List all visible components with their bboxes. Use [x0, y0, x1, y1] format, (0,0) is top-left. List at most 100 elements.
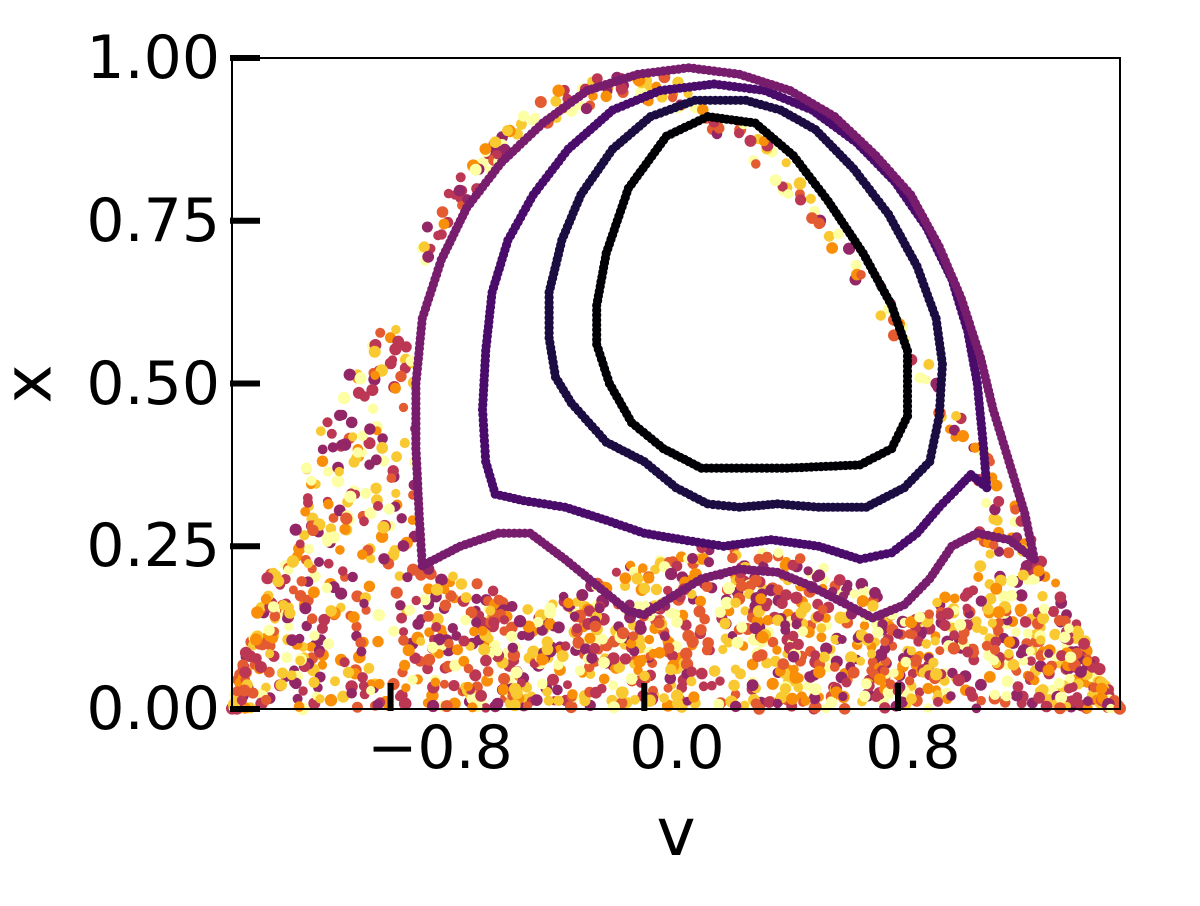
chaotic-sea-point — [693, 605, 706, 618]
chaotic-sea-point — [793, 177, 807, 190]
chaotic-sea-point — [800, 695, 811, 706]
chaotic-sea-point — [746, 679, 759, 692]
chaotic-sea-point — [317, 444, 328, 455]
chaotic-sea-point — [1001, 675, 1014, 688]
chaotic-sea-point — [665, 567, 678, 581]
chaotic-sea-point — [992, 515, 1003, 526]
chaotic-sea-point — [773, 547, 784, 558]
chaotic-sea-point — [1082, 656, 1092, 667]
chaotic-sea-point — [506, 630, 518, 643]
chaotic-sea-point — [300, 506, 311, 517]
chaotic-sea-point — [731, 636, 744, 649]
chaotic-sea-point — [583, 605, 595, 617]
chaotic-sea-point — [879, 666, 890, 676]
chaotic-sea-point — [303, 559, 313, 569]
chaotic-sea-point — [626, 638, 637, 649]
chaotic-sea-point — [816, 632, 827, 643]
chaotic-sea-point — [469, 626, 479, 637]
y-tick-label-2: 0.50 — [86, 349, 220, 419]
chaotic-sea-point — [922, 682, 934, 695]
chaotic-sea-point — [510, 687, 523, 700]
chaotic-sea-point — [299, 530, 310, 541]
chaotic-sea-point — [749, 574, 762, 587]
chaotic-sea-point — [360, 487, 372, 499]
chaotic-sea-point — [298, 686, 308, 696]
chaotic-sea-point — [553, 695, 563, 706]
chaotic-sea-point — [728, 679, 740, 692]
y-tick-label-4: 1.00 — [86, 23, 220, 93]
chaotic-sea-point — [790, 591, 803, 604]
chaotic-sea-point — [789, 671, 802, 684]
chaotic-sea-point — [615, 686, 629, 699]
chaotic-sea-point — [396, 612, 407, 624]
y-axis-label: x — [0, 364, 67, 403]
chaotic-sea-point — [668, 93, 678, 103]
chaotic-sea-point — [795, 194, 807, 206]
chaotic-sea-point — [337, 690, 350, 703]
orbit-point-2 — [480, 451, 490, 461]
chaotic-sea-point — [1033, 691, 1046, 704]
chaotic-sea-point — [391, 451, 402, 463]
chaotic-sea-point — [611, 567, 622, 577]
chaotic-sea-point — [543, 695, 554, 706]
chaotic-sea-point — [1048, 606, 1059, 617]
chaotic-sea-point — [990, 479, 1003, 492]
chaotic-sea-point — [889, 668, 899, 678]
chaotic-sea-point — [752, 651, 764, 663]
chaotic-sea-point — [375, 327, 386, 338]
chaotic-sea-point — [308, 676, 320, 688]
chaotic-sea-point — [749, 622, 762, 635]
chaotic-sea-point — [809, 700, 822, 714]
chaotic-sea-point — [594, 603, 605, 614]
chaotic-sea-point — [787, 630, 799, 642]
chaotic-sea-point — [682, 629, 695, 643]
chaotic-sea-point — [597, 633, 608, 645]
chaotic-sea-point — [448, 571, 458, 582]
chaotic-sea-point — [805, 193, 816, 204]
chaotic-sea-point — [430, 677, 441, 687]
chaotic-sea-point — [698, 681, 709, 692]
y-tick-label-3: 0.75 — [86, 186, 220, 256]
chaotic-sea-point — [663, 683, 673, 693]
axis-ticks — [230, 55, 901, 712]
chaotic-sea-point — [974, 560, 987, 572]
chaotic-sea-point — [639, 670, 650, 682]
chaotic-sea-point — [1020, 616, 1032, 628]
chaotic-sea-point — [992, 606, 1005, 619]
chaotic-sea-point — [797, 626, 809, 637]
chaotic-sea-point — [1006, 574, 1019, 588]
chaotic-sea-point — [653, 647, 666, 659]
chaotic-sea-point — [391, 324, 401, 335]
chaotic-sea-point — [935, 610, 946, 622]
chaotic-sea-point — [845, 651, 858, 664]
chaotic-sea-point — [440, 700, 453, 713]
chaotic-sea-point — [933, 696, 943, 707]
chaotic-sea-point — [392, 335, 405, 348]
chaotic-sea-point — [254, 661, 267, 673]
chaotic-sea-point — [803, 566, 813, 576]
chaotic-sea-point — [469, 163, 482, 176]
chaotic-sea-point — [1026, 656, 1036, 666]
chaotic-sea-point — [842, 579, 853, 590]
chaotic-sea-point — [344, 490, 357, 503]
chaotic-sea-point — [422, 663, 433, 675]
chaotic-sea-point — [744, 134, 757, 147]
chaotic-sea-point — [306, 613, 318, 624]
chaotic-sea-point — [695, 595, 706, 607]
chaotic-sea-point — [629, 646, 640, 657]
chaotic-sea-point — [740, 606, 750, 616]
chaotic-sea-point — [928, 657, 939, 668]
chaotic-sea-point — [586, 652, 598, 664]
chaotic-sea-point — [398, 635, 409, 646]
chaotic-sea-point — [823, 230, 835, 242]
chaotic-sea-point — [572, 623, 582, 634]
chaotic-sea-point — [1053, 677, 1065, 689]
chaotic-sea-point — [458, 655, 470, 667]
chaotic-sea-point — [284, 607, 296, 619]
chaotic-sea-point — [372, 608, 386, 622]
chaotic-sea-point — [463, 681, 473, 692]
chaotic-sea-point — [734, 668, 746, 680]
chaotic-sea-point — [510, 666, 523, 679]
chaotic-sea-point — [493, 594, 504, 605]
